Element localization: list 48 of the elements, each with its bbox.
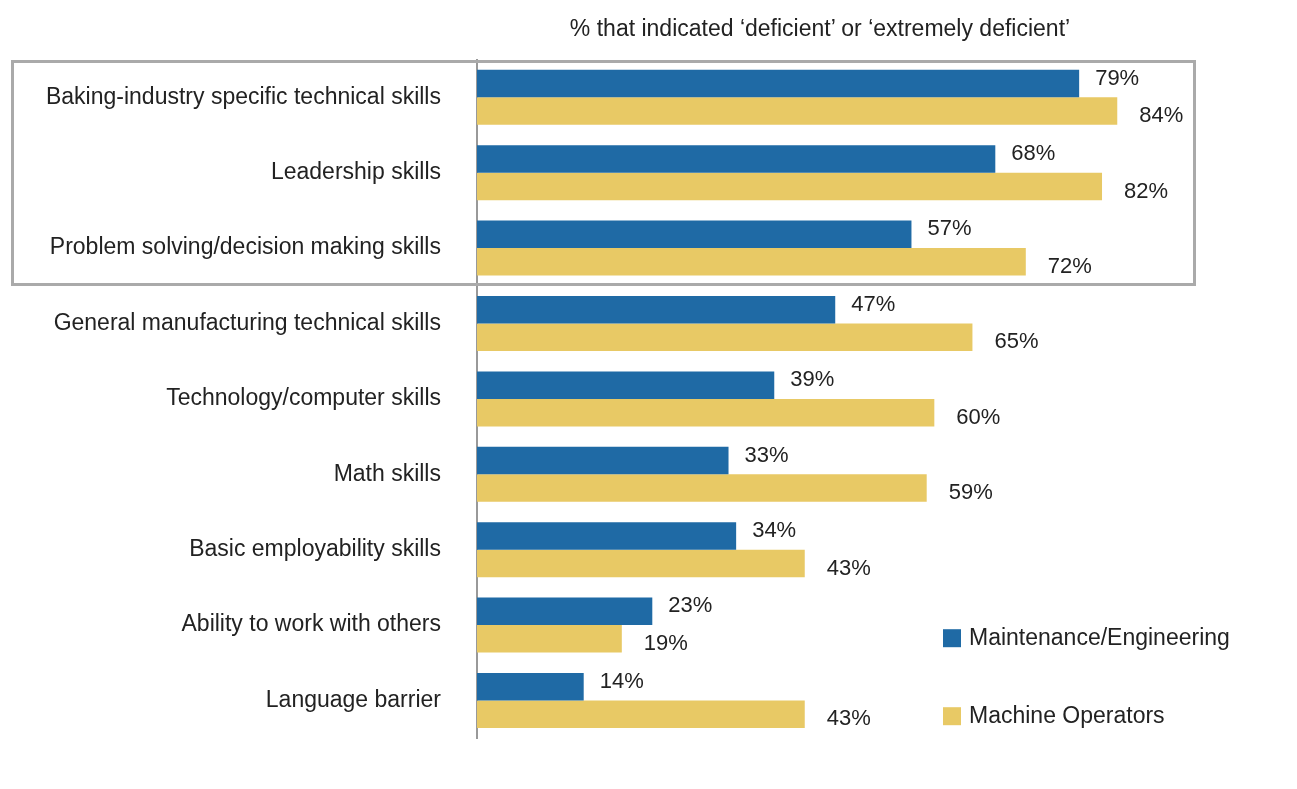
data-label: 39% [790,366,835,392]
bar [476,625,622,653]
legend-label: Maintenance/Engineering [969,623,1230,650]
data-label: 65% [994,328,1039,354]
bar [476,597,653,626]
data-label: 43% [826,705,871,731]
data-label: 57% [927,215,972,241]
y-tick-label: Ability to work with others [181,610,441,637]
y-tick-label: Baking-industry specific technical skills [45,82,441,109]
data-label: 14% [599,667,644,693]
y-tick-label: Basic employability skills [189,535,441,562]
chart-title: % that indicated ‘deficient’ or ‘extremely deficient’ [569,15,1071,42]
y-tick-label: Technology/computer skills [166,384,441,411]
data-label: 34% [752,517,797,542]
data-label: 19% [643,629,688,655]
bar [476,398,935,427]
y-tick-label: Leadership skills [270,158,441,185]
data-label: 79% [1095,64,1140,90]
bar [476,446,729,475]
data-label: 72% [1047,252,1092,278]
bar [476,700,805,729]
bar [476,248,1026,276]
bar [476,672,584,701]
y-tick-label: Language barrier [265,685,442,712]
bar [476,295,836,324]
data-label: 47% [851,290,896,316]
bar [476,323,973,352]
legend-label: Machine Operators [969,701,1165,728]
bar [476,549,805,578]
data-label: 84% [1139,102,1184,128]
data-label: 82% [1124,177,1169,203]
bar [476,69,1080,98]
y-tick-label: General manufacturing technical skills [53,308,441,335]
bar [476,220,912,249]
bar [476,97,1118,125]
data-label: 68% [1011,140,1056,165]
bar [476,172,1103,201]
data-label: 23% [668,592,713,618]
bar [476,371,775,399]
bar [476,474,927,502]
data-label: 43% [826,554,871,580]
bar [476,522,737,550]
data-label: 59% [948,479,993,505]
data-label: 33% [744,441,789,467]
data-label: 60% [956,403,1001,429]
y-tick-label: Math skills [333,459,441,486]
y-tick-label: Problem solving/decision making skills [49,233,441,260]
bar [476,145,996,173]
